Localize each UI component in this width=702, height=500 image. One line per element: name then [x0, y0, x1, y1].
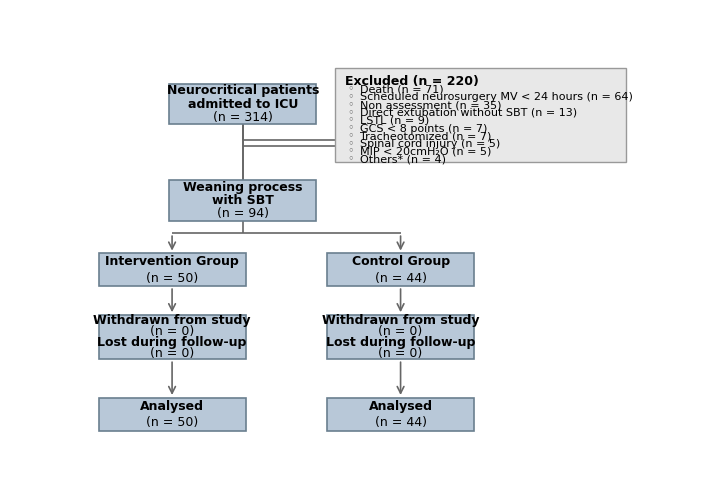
Text: ◦: ◦	[347, 116, 355, 126]
Text: ◦: ◦	[347, 108, 355, 118]
Text: Direct extubation without SBT (n = 13): Direct extubation without SBT (n = 13)	[360, 108, 578, 118]
Text: LSTL (n = 9): LSTL (n = 9)	[360, 116, 430, 126]
Text: Non assessment (n = 35): Non assessment (n = 35)	[360, 100, 502, 110]
FancyBboxPatch shape	[327, 315, 474, 360]
Text: (n = 50): (n = 50)	[146, 272, 198, 284]
FancyBboxPatch shape	[98, 254, 246, 286]
FancyBboxPatch shape	[169, 84, 317, 124]
Text: ◦: ◦	[347, 100, 355, 110]
Text: Neurocritical patients: Neurocritical patients	[166, 84, 319, 98]
Text: (n = 0): (n = 0)	[150, 325, 194, 338]
Text: Death (n = 71): Death (n = 71)	[360, 84, 444, 94]
Text: MIP < 20cmH₂O (n = 5): MIP < 20cmH₂O (n = 5)	[360, 147, 491, 157]
Text: Scheduled neurosurgery MV < 24 hours (n = 64): Scheduled neurosurgery MV < 24 hours (n …	[360, 92, 633, 102]
Text: (n = 0): (n = 0)	[378, 325, 423, 338]
Text: Lost during follow-up: Lost during follow-up	[98, 336, 247, 349]
FancyBboxPatch shape	[336, 68, 626, 162]
Text: (n = 44): (n = 44)	[375, 272, 427, 284]
Text: Withdrawn from study: Withdrawn from study	[93, 314, 251, 327]
Text: (n = 0): (n = 0)	[150, 348, 194, 360]
Text: Tracheotomized (n = 7): Tracheotomized (n = 7)	[360, 132, 491, 141]
Text: ◦: ◦	[347, 139, 355, 149]
Text: Intervention Group: Intervention Group	[105, 255, 239, 268]
Text: Analysed: Analysed	[369, 400, 432, 412]
Text: Control Group: Control Group	[352, 255, 450, 268]
FancyBboxPatch shape	[98, 315, 246, 360]
Text: (n = 0): (n = 0)	[378, 348, 423, 360]
Text: ◦: ◦	[347, 147, 355, 157]
Text: Lost during follow-up: Lost during follow-up	[326, 336, 475, 349]
Text: (n = 314): (n = 314)	[213, 112, 273, 124]
Text: Excluded (n = 220): Excluded (n = 220)	[345, 74, 479, 88]
Text: ◦: ◦	[347, 154, 355, 164]
Text: ◦: ◦	[347, 84, 355, 94]
Text: ◦: ◦	[347, 92, 355, 102]
FancyBboxPatch shape	[169, 180, 317, 220]
Text: Others* (n = 4): Others* (n = 4)	[360, 154, 446, 164]
Text: Analysed: Analysed	[140, 400, 204, 412]
FancyBboxPatch shape	[327, 254, 474, 286]
FancyBboxPatch shape	[327, 398, 474, 430]
Text: Withdrawn from study: Withdrawn from study	[322, 314, 479, 327]
Text: admitted to ICU: admitted to ICU	[187, 98, 298, 111]
Text: with SBT: with SBT	[212, 194, 274, 207]
Text: (n = 44): (n = 44)	[375, 416, 427, 429]
FancyBboxPatch shape	[98, 398, 246, 430]
Text: ◦: ◦	[347, 132, 355, 141]
Text: (n = 94): (n = 94)	[217, 208, 269, 220]
Text: ◦: ◦	[347, 124, 355, 134]
Text: (n = 50): (n = 50)	[146, 416, 198, 429]
Text: Weaning process: Weaning process	[183, 180, 303, 194]
Text: Spinal cord injury (n = 5): Spinal cord injury (n = 5)	[360, 139, 501, 149]
Text: GCS < 8 points (n = 7): GCS < 8 points (n = 7)	[360, 124, 488, 134]
